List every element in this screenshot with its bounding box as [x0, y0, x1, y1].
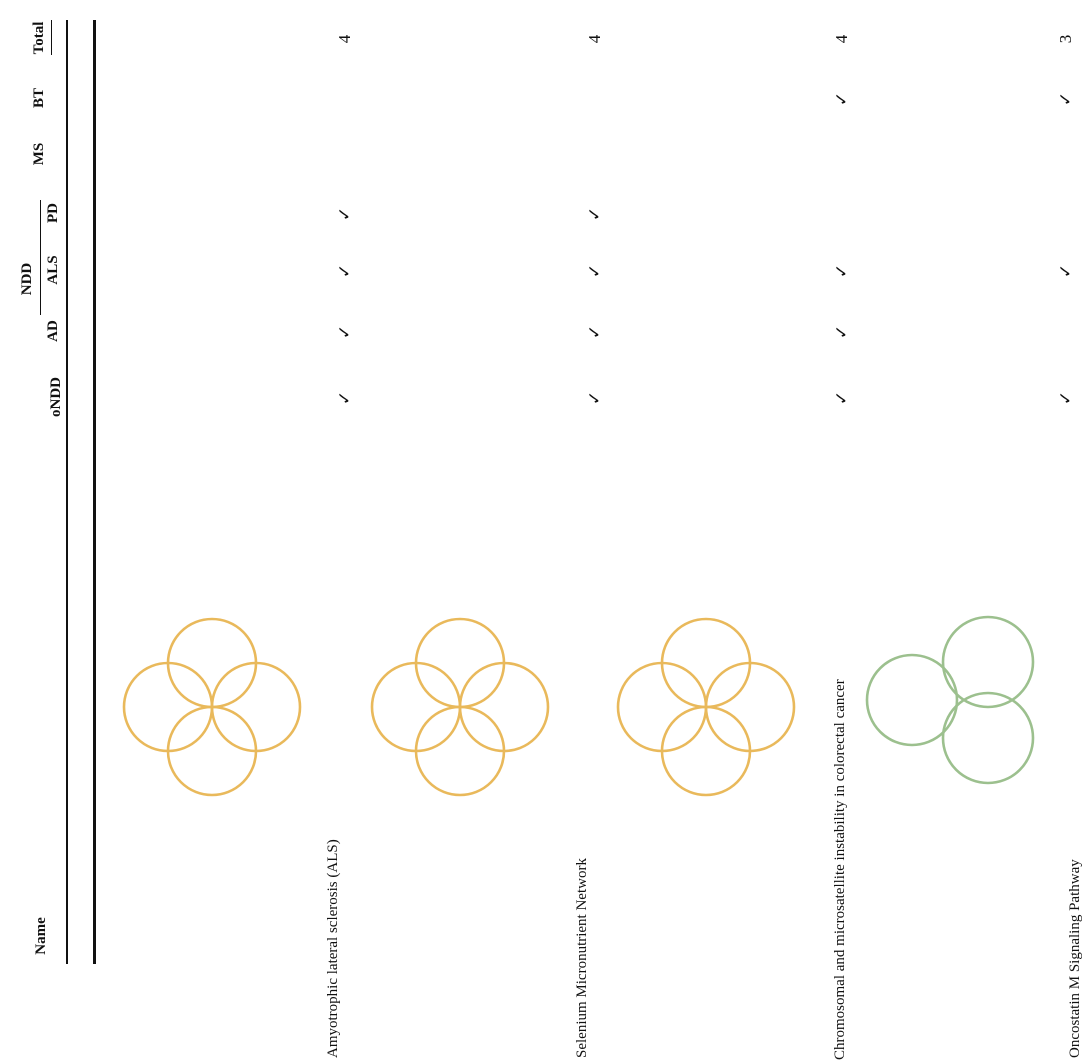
row-name: Selenium Micronutrient Network	[574, 858, 590, 1058]
row-mark-ad: ✓	[832, 324, 851, 340]
header-total: Total	[31, 21, 47, 55]
header-name: Name	[33, 917, 49, 955]
row-total: 4	[585, 34, 604, 44]
row-mark-als: ✓	[1056, 263, 1075, 279]
row-total: 4	[832, 34, 851, 44]
header-bottom-rule	[66, 20, 68, 964]
row-mark-ad: ✓	[335, 324, 354, 340]
header-ad: AD	[45, 320, 61, 342]
row-mark-ondd: ✓	[832, 390, 851, 406]
ndd-group-rule	[40, 200, 41, 315]
row-name: Chromosomal and microsatellite instabili…	[832, 679, 848, 1060]
row-total: 3	[1056, 34, 1075, 44]
row-name: Oncostatin M Signaling Pathway	[1067, 859, 1083, 1058]
row-mark-als: ✓	[832, 263, 851, 279]
table-top-rule	[93, 20, 96, 964]
row-mark-ondd: ✓	[1056, 390, 1075, 406]
row-mark-pd: ✓	[585, 206, 604, 222]
row-mark-bt: ✓	[1056, 91, 1075, 107]
header-pd: PD	[45, 203, 61, 223]
four-circles-icon	[616, 617, 796, 797]
row-mark-als: ✓	[585, 263, 604, 279]
four-circles-icon	[370, 617, 550, 797]
four-circles-icon	[122, 617, 302, 797]
row-mark-ad: ✓	[585, 324, 604, 340]
header-bt: BT	[31, 88, 47, 109]
three-circles-icon	[865, 615, 1035, 785]
row-mark-bt: ✓	[832, 91, 851, 107]
header-ms: MS	[31, 142, 47, 166]
total-underline	[51, 20, 52, 55]
row-mark-als: ✓	[335, 263, 354, 279]
header-als: ALS	[45, 255, 61, 285]
header-ndd-group: NDD	[19, 262, 35, 296]
row-mark-pd: ✓	[335, 206, 354, 222]
rotated-table: Total BT MS NDD PD ALS AD oNDD Name Amyo…	[19, 20, 1083, 1060]
row-mark-ondd: ✓	[335, 390, 354, 406]
header-ondd: oNDD	[48, 377, 64, 417]
row-total: 4	[335, 34, 354, 44]
row-name: Amyotrophic lateral sclerosis (ALS)	[325, 839, 341, 1058]
row-mark-ondd: ✓	[585, 390, 604, 406]
